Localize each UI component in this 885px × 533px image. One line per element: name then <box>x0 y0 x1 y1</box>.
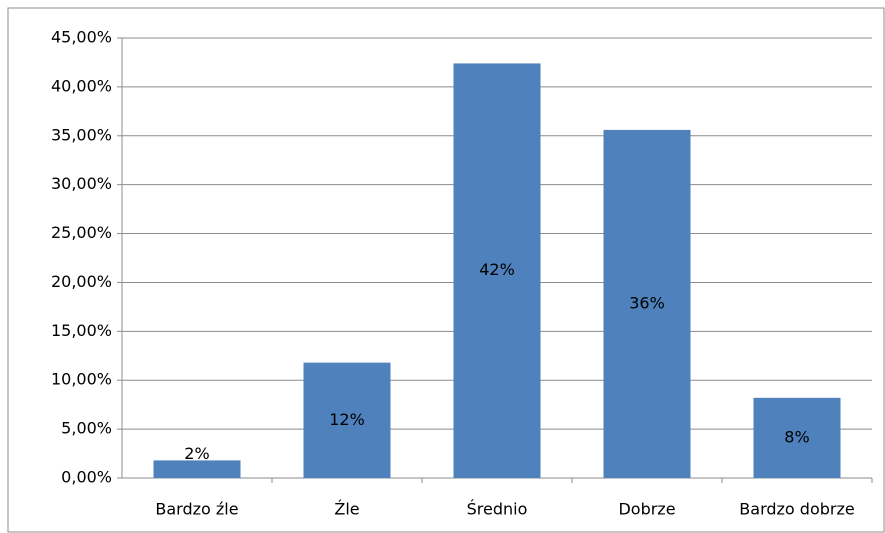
y-tick-label: 40,00% <box>51 76 112 95</box>
data-label: 36% <box>629 293 665 312</box>
y-tick-label: 5,00% <box>61 419 112 438</box>
data-label: 12% <box>329 410 365 429</box>
bar <box>603 129 691 478</box>
y-tick-label: 35,00% <box>51 125 112 144</box>
data-label: 42% <box>479 260 515 279</box>
y-tick-label: 30,00% <box>51 174 112 193</box>
chart-frame <box>7 7 885 533</box>
y-tick-label: 25,00% <box>51 223 112 242</box>
data-label: 2% <box>184 444 209 463</box>
data-label: 8% <box>784 427 809 446</box>
bar <box>153 460 241 478</box>
x-tick-label: Bardzo dobrze <box>739 500 854 519</box>
x-tick-label: Dobrze <box>618 500 675 519</box>
x-tick-label: Średnio <box>467 500 528 519</box>
y-tick-label: 15,00% <box>51 321 112 340</box>
y-tick-label: 20,00% <box>51 272 112 291</box>
y-tick-label: 10,00% <box>51 370 112 389</box>
bar <box>303 362 391 478</box>
y-tick-label: 0,00% <box>61 468 112 487</box>
x-tick-label: Bardzo źle <box>155 500 238 519</box>
y-tick-label: 45,00% <box>51 28 112 47</box>
x-tick-label: Źle <box>334 500 359 519</box>
bar <box>453 63 541 479</box>
bar <box>753 397 841 478</box>
